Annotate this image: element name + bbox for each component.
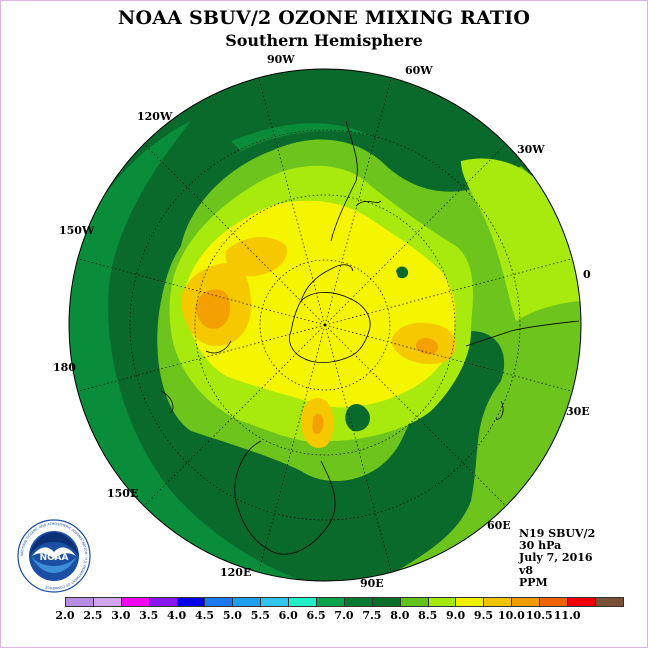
colorbar-swatch	[92, 597, 122, 607]
patch-7-0-north	[396, 266, 409, 279]
meridian-line	[77, 258, 326, 326]
logo-wordmark: NOAA	[40, 553, 69, 563]
meridian-line	[143, 324, 326, 507]
colorbar-swatch	[120, 597, 150, 607]
colorbar-swatch	[427, 597, 457, 607]
lon-label-90w: 90W	[267, 53, 295, 66]
madagascar-coast	[495, 400, 504, 420]
coastlines	[160, 120, 580, 555]
lon-label-60e: 60E	[487, 519, 511, 532]
lon-label-90e: 90E	[360, 577, 384, 590]
graticule	[77, 77, 573, 573]
meridian-line	[324, 258, 573, 326]
colorbar-swatch	[204, 597, 234, 607]
colorbar-tick-label: 4.5	[194, 609, 215, 622]
lon-label-180: 180	[53, 361, 76, 374]
colorbar-tick-label: 3.5	[139, 609, 159, 622]
colorbar-swatch	[288, 597, 318, 607]
australia-coast	[234, 440, 336, 555]
latitude-circle-inner	[259, 259, 391, 391]
colorbar-swatch	[511, 597, 541, 607]
colorbar-swatch	[343, 597, 373, 607]
colorbar-tick-label: 10.0	[497, 609, 525, 622]
colorbar-tick-label: 7.5	[362, 609, 382, 622]
meridian-line	[324, 324, 573, 392]
antarctic-peninsula	[300, 264, 354, 302]
lon-label-120w: 120W	[137, 110, 173, 123]
colorbar-swatch	[371, 597, 401, 607]
colorbar-tick-label: 8.0	[390, 609, 410, 622]
colorbar-swatch	[455, 597, 485, 607]
colorbar-swatch	[483, 597, 513, 607]
colorbar-swatch	[567, 597, 596, 607]
meridian-line	[77, 324, 326, 392]
lon-label-150e: 150E	[107, 487, 139, 500]
colorbar-swatch	[232, 597, 262, 607]
colorbar-tick-label: 11.0	[553, 609, 581, 622]
lon-label-120e: 120E	[220, 566, 252, 579]
colorbar-tick-label: 5.0	[222, 609, 242, 622]
colorbar-tick-label: 8.5	[418, 609, 438, 622]
latitude-circle-outer	[129, 129, 521, 521]
colorbar-tick-label: 7.0	[334, 609, 354, 622]
figure-subtitle: Southern Hemisphere	[225, 31, 423, 50]
colorbar-tick-label: 5.5	[250, 609, 270, 622]
noaa-logo: NOAA NATIONAL OCEANIC AND ATMOSPHERIC AD…	[17, 519, 91, 593]
lon-label-30w: 30W	[517, 143, 545, 156]
colorbar-tick-label: 2.5	[83, 609, 103, 622]
meridian-line	[324, 324, 507, 507]
date-label: July 7, 2016	[519, 551, 593, 565]
meridian-line	[143, 143, 326, 326]
band-9-5-east	[415, 337, 439, 355]
version-label: v8	[519, 563, 534, 577]
meridian-line	[258, 77, 326, 326]
band-9-5-south	[312, 413, 324, 435]
band-8-0-east	[461, 158, 581, 321]
colorbar-swatch	[539, 597, 569, 607]
colorbar-swatch	[399, 597, 429, 607]
south-america-coast	[330, 120, 382, 242]
meridian-line	[324, 143, 507, 326]
colorbar-tick-label: 3.0	[111, 609, 131, 622]
colorbar-tick-label: 2.0	[55, 609, 75, 622]
meridian-line	[258, 324, 326, 573]
patch-7-0-south	[345, 404, 370, 432]
colorbar-swatch	[65, 597, 94, 607]
colorbar-tick-label: 4.0	[167, 609, 187, 622]
colorbar-tick-label: 6.0	[278, 609, 298, 622]
lon-label-150w: 150W	[59, 224, 95, 237]
meridian-line	[324, 324, 392, 573]
meridian-line	[324, 77, 392, 326]
colorbar-swatch	[316, 597, 345, 607]
map-rim	[68, 68, 582, 582]
colorbar-swatch	[260, 597, 290, 607]
colorbar	[65, 597, 624, 607]
new-zealand-coast	[160, 340, 232, 414]
colorbar-tick-label: 9.5	[473, 609, 494, 622]
band-6-5-north	[231, 123, 371, 151]
lon-label-0: 0	[583, 268, 591, 281]
band-9-5-west	[196, 289, 231, 329]
colorbar-tick-label: 10.5	[525, 609, 553, 622]
africa-coast	[465, 320, 580, 347]
lon-label-60w: 60W	[405, 64, 433, 77]
colorbar-swatch	[176, 597, 206, 607]
meridian-lines	[77, 77, 573, 573]
latitude-circle-middle	[194, 194, 456, 456]
units-label: PPM	[519, 575, 548, 589]
satellite-label: N19 SBUV/2	[519, 527, 596, 540]
band-6-5-west	[69, 121, 331, 581]
colorbar-tick-label: 6.5	[306, 609, 326, 622]
figure-title: NOAA SBUV/2 OZONE MIXING RATIO	[117, 7, 531, 29]
colorbar-tick-label: 9.0	[446, 609, 466, 622]
pressure-level-label: 30 hPa	[519, 539, 562, 553]
colorbar-swatch	[594, 597, 624, 607]
lon-label-30e: 30E	[566, 405, 590, 418]
info-block: N19 SBUV/2 30 hPa July 7, 2016 v8 PPM	[519, 527, 596, 589]
colorbar-swatch	[148, 597, 178, 607]
